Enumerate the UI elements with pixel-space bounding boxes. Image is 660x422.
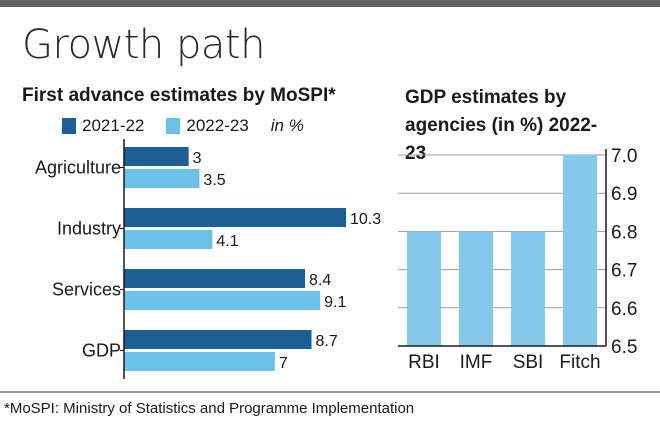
footer-rule <box>0 391 660 393</box>
x-tick-label-rbi: RBI <box>408 352 440 373</box>
legend: 2021-22 2022-23 in % <box>62 116 304 136</box>
category-label-gdp: GDP <box>82 341 121 361</box>
y-tick-label-6-9: 6.9 <box>611 184 637 205</box>
x-tick-label-fitch: Fitch <box>559 352 600 373</box>
category-label-agriculture: Agriculture <box>35 158 121 178</box>
bar-value-agriculture-2021-22: 3 <box>193 150 202 167</box>
footnote: *MoSPI: Ministry of Statistics and Progr… <box>4 400 415 417</box>
x-tick-label-imf: IMF <box>460 352 493 373</box>
right-chart-title: GDP estimates by agencies (in %) 2022-23 <box>405 87 598 164</box>
bar-value-services-2021-22: 8.4 <box>309 272 331 289</box>
legend-label-2021-22: 2021-22 <box>82 116 145 135</box>
bar-sbi <box>511 231 545 346</box>
category-label-services: Services <box>52 280 121 300</box>
bar-services-2021-22 <box>124 269 306 288</box>
bar-industry-2021-22 <box>124 208 346 227</box>
bar-fitch <box>563 155 597 346</box>
charts-canvas: Agriculture 33.5 Industry 10.3 4.1 Services 8.… <box>35 139 637 379</box>
bar-value-agriculture-2022-23: 3.5 <box>203 172 225 189</box>
bar-services-2022-23 <box>124 291 321 310</box>
bar-value-industry-2022-23: 4.1 <box>216 233 238 250</box>
bar-agriculture-2021-22 <box>124 147 189 166</box>
y-tick-label-6-8: 6.8 <box>611 222 637 243</box>
bar-gdp-2021-22 <box>124 330 312 349</box>
y-tick-label-6-5: 6.5 <box>611 337 637 358</box>
bar-imf <box>459 231 493 346</box>
x-tick-label-sbi: SBI <box>513 352 544 373</box>
legend-swatch-2022-23 <box>166 118 181 134</box>
y-tick-label-6-6: 6.6 <box>611 299 637 320</box>
bar-value-gdp-2022-23: 7 <box>279 355 288 372</box>
page-title: Growth path <box>22 22 265 68</box>
bar-industry-2022-23 <box>124 230 213 249</box>
bar-value-services-2022-23: 9.1 <box>324 294 346 311</box>
category-label-industry: Industry <box>57 219 121 239</box>
bar-value-industry-2021-22: 10.3 <box>350 211 381 228</box>
legend-swatch-2021-22 <box>62 118 76 134</box>
y-tick-label-7-0: 7.0 <box>611 146 637 167</box>
y-tick-label-6-7: 6.7 <box>611 261 637 282</box>
left-chart-title: First advance estimates by MoSPI* <box>22 85 336 106</box>
bar-gdp-2022-23 <box>124 352 275 371</box>
bar-value-gdp-2021-22: 8.7 <box>316 333 338 350</box>
legend-label-2022-23: 2022-23 <box>186 116 249 135</box>
legend-unit: in % <box>270 116 304 135</box>
top-rule <box>0 0 660 7</box>
bar-agriculture-2022-23 <box>124 169 200 188</box>
bar-rbi <box>407 231 441 346</box>
